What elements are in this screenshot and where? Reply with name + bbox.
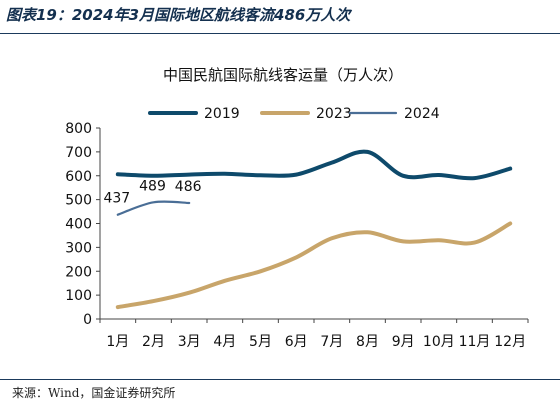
y-tick-label: 100	[65, 288, 92, 304]
series-layer: 437 489 486	[103, 149, 513, 310]
series-line-2023	[115, 221, 513, 310]
legend-label-2024: 2024	[404, 106, 440, 122]
source-divider	[0, 379, 560, 380]
line-chart: 中国民航国际航线客运量（万人次） 2019 2023 2024 0 100 200 300…	[65, 66, 529, 350]
x-tick-label: 11月	[459, 334, 491, 350]
y-tick-label: 400	[65, 217, 92, 233]
x-tick-label: 6月	[285, 334, 308, 350]
y-tick-label: 600	[65, 169, 92, 185]
series-line-2019	[115, 149, 513, 181]
x-tick-label: 3月	[178, 334, 201, 350]
chart-title: 中国民航国际航线客运量（万人次）	[163, 66, 403, 84]
data-label: 486	[175, 179, 202, 195]
data-label: 489	[139, 178, 166, 194]
y-tick-label: 300	[65, 240, 92, 256]
legend: 2019 2023 2024	[148, 106, 440, 122]
x-tick-label: 10月	[423, 334, 455, 350]
y-tick-label: 500	[65, 193, 92, 209]
x-tick-label: 4月	[213, 334, 236, 350]
x-tick-label: 9月	[392, 334, 415, 350]
y-tick-label: 700	[65, 145, 92, 161]
x-tick-label: 7月	[320, 334, 343, 350]
caption-divider	[0, 33, 560, 34]
x-tick-label: 2月	[142, 334, 165, 350]
x-tick-label: 1月	[106, 334, 129, 350]
legend-label-2023: 2023	[316, 106, 352, 122]
y-tick-label: 800	[65, 121, 92, 137]
y-tick-label: 200	[65, 264, 92, 280]
source-note: 来源：Wind，国金证券研究所	[12, 386, 176, 400]
data-label: 437	[103, 191, 130, 207]
x-tick-label: 12月	[494, 334, 526, 350]
series-line-2024	[116, 200, 191, 216]
axes: 0 100 200 300 400 500 600 700 800 1月 2月 3月 4月 5月 6月 7月 8…	[65, 121, 529, 350]
x-tick-label: 8月	[356, 334, 379, 350]
x-tick-label: 5月	[249, 334, 272, 350]
y-tick-label: 0	[83, 312, 92, 328]
figure-caption: 图表19：2024年3月国际地区航线客流486万人次	[6, 6, 351, 24]
legend-label-2019: 2019	[204, 106, 240, 122]
